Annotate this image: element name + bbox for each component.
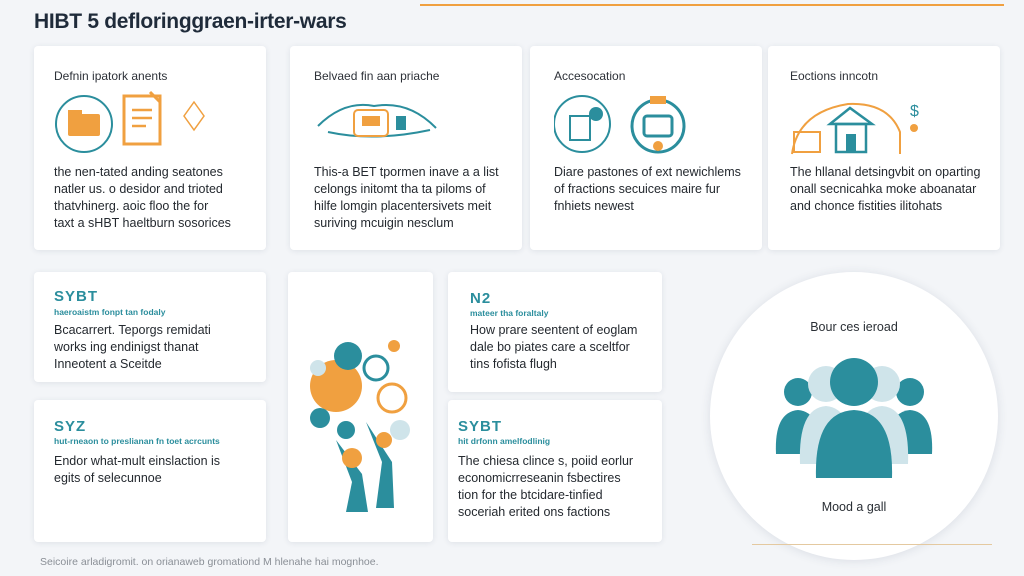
card-subtitle: hut-rneaon to preslianan fn toet acrcunt… — [54, 436, 220, 446]
card-text: This-a BET tpormen inave a a list celong… — [314, 165, 499, 230]
people-circle: Bour ces ieroad Mood a gall — [710, 272, 998, 560]
card-text: The chiesa clince s, poiid eorlur econom… — [458, 454, 634, 519]
card-title: Defnin ipatork anents — [54, 69, 168, 83]
card-subtitle: mateer tha foraltaly — [470, 308, 549, 318]
footer-note: Seicoire arladigromit. on orianaweb grom… — [40, 556, 379, 568]
card-code: SYZ — [54, 418, 87, 435]
document-icon — [55, 90, 205, 153]
people-bottom-label: Mood a gall — [821, 500, 887, 514]
card-title: Belvaed fin aan priache — [314, 69, 440, 83]
card-code: SYBT — [458, 418, 503, 435]
card-illustration — [288, 272, 433, 542]
page-title: HIBT 5 defloringgraen-irter-wars — [34, 10, 347, 33]
card-text: How prare seentent of eoglam dale bo pia… — [470, 323, 638, 371]
card-title: Accesocation — [554, 69, 626, 83]
card-text: Bcacarrert. Teporgs remidati works ing e… — [54, 323, 211, 371]
robot-icon — [554, 95, 686, 154]
card-sybt-1: SYBT haeroaistm fonpt tan fodaly Bcacarr… — [34, 272, 266, 382]
card-subtitle: hit drfonn amelfodlinig — [458, 436, 551, 446]
gears-people-icon — [310, 340, 410, 512]
card-syz: SYZ hut-rneaon to preslianan fn toet acr… — [34, 400, 266, 542]
house-icon: $ — [791, 102, 919, 155]
svg-text:$: $ — [910, 103, 919, 120]
people-group-icon — [775, 358, 933, 478]
card-title: Eoctions inncotn — [790, 69, 879, 83]
footer-accent-line — [752, 544, 992, 545]
card-belvaed: Belvaed fin aan priache This-a BET tporm… — [290, 46, 522, 250]
people-top-label: Bour ces ieroad — [810, 320, 898, 334]
boat-icon — [317, 103, 437, 138]
card-text: the nen-tated anding seatones natler us.… — [54, 165, 231, 230]
card-definition: Defnin ipatork anents the nen-tated andi… — [34, 46, 266, 250]
card-text: Diare pastones of ext newichlems of frac… — [554, 165, 741, 213]
card-n2: N2 mateer tha foraltaly How prare seente… — [448, 272, 662, 392]
card-sybt-2: SYBT hit drfonn amelfodlinig The chiesa … — [448, 400, 662, 542]
header-accent-line — [420, 4, 1004, 6]
card-code: SYBT — [54, 288, 99, 305]
card-accesocation: Accesocation Diare pastones of ext newic… — [530, 46, 762, 250]
card-subtitle: haeroaistm fonpt tan fodaly — [54, 307, 166, 317]
card-code: N2 — [470, 290, 492, 307]
card-text: Endor what-mult einslaction is egits of … — [54, 454, 221, 485]
card-text: The hllanal detsingvbit on oparting onal… — [790, 165, 981, 213]
card-eoctions: Eoctions inncotn $ The hllanal detsingvb… — [768, 46, 1000, 250]
